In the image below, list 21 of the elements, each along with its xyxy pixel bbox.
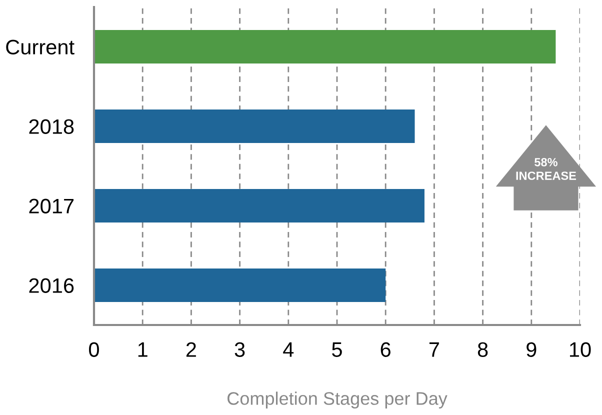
x-tick-label: 9: [526, 342, 536, 357]
x-tick-label: 3: [234, 342, 245, 357]
bar: [94, 189, 424, 222]
x-tick-label: 7: [429, 342, 439, 357]
x-tick-label: 2: [186, 342, 196, 357]
x-axis-title: Completion Stages per Day: [228, 392, 448, 408]
x-tick-label: 4: [283, 342, 294, 357]
x-tick-label: 8: [478, 342, 488, 357]
y-tick-label: 2017: [29, 198, 74, 214]
x-tick-label: 10: [570, 342, 591, 357]
y-tick-label: 2018: [29, 119, 74, 134]
bar: [94, 110, 415, 143]
y-tick-label: Current: [6, 40, 74, 55]
annotation: 58% INCREASE: [516, 158, 576, 180]
y-tick-label: 2016: [29, 278, 74, 294]
x-tick-label: 5: [332, 342, 342, 357]
bar: [94, 268, 386, 302]
bar: [94, 30, 556, 64]
x-tick-label: 1: [138, 342, 148, 357]
x-tick-label: 0: [89, 342, 99, 357]
x-tick-label: 6: [380, 342, 390, 357]
